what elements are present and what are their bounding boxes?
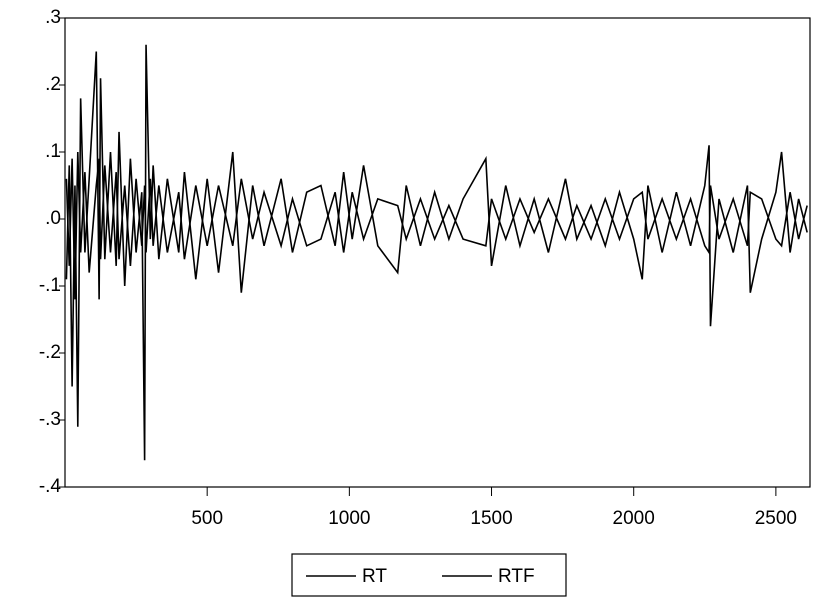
series-line — [65, 151, 808, 300]
legend-label: RT — [362, 566, 387, 587]
legend-box — [291, 553, 567, 597]
plot-frame — [64, 17, 811, 488]
x-tick-label: 1000 — [328, 508, 370, 529]
y-tick-label: -.4 — [39, 476, 62, 497]
x-tick-label: 500 — [191, 508, 223, 529]
x-tick-label: 2500 — [755, 508, 797, 529]
y-tick-label: .3 — [45, 7, 61, 28]
x-tick-label: 1500 — [470, 508, 512, 529]
x-tick-label: 2000 — [613, 508, 655, 529]
y-tick-label: .0 — [45, 208, 61, 229]
y-tick-label: .1 — [45, 141, 61, 162]
y-tick-label: .2 — [45, 74, 61, 95]
y-tick-label: -.2 — [39, 342, 61, 363]
legend-label: RTF — [498, 566, 535, 587]
y-tick-label: -.1 — [39, 275, 61, 296]
y-tick-label: -.3 — [39, 409, 61, 430]
series-line — [65, 44, 808, 461]
